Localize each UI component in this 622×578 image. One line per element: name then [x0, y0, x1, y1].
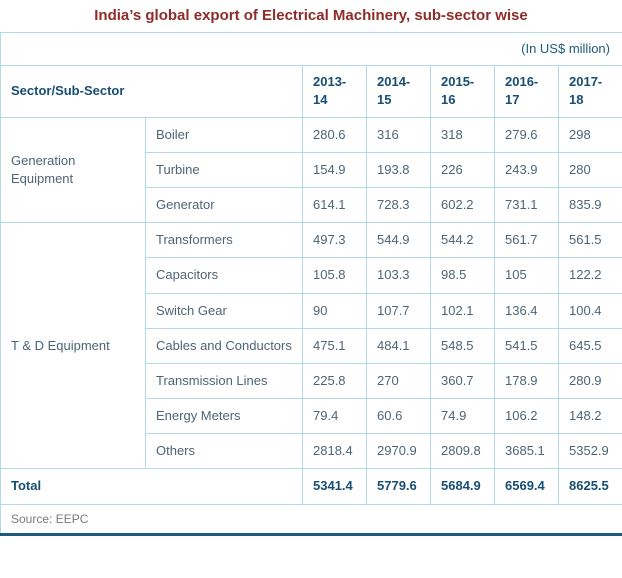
- total-value-cell: 6569.4: [494, 468, 559, 505]
- value-cell: 2809.8: [430, 433, 495, 470]
- value-cell: 360.7: [430, 362, 495, 400]
- value-cell: 102.1: [430, 292, 495, 329]
- value-cell: 541.5: [494, 327, 559, 364]
- table-row: Generation Equipment Boiler 280.6 316 31…: [0, 116, 622, 224]
- value-cell: 280: [558, 151, 622, 188]
- value-cell: 731.1: [494, 186, 559, 224]
- value-cell: 122.2: [558, 257, 622, 294]
- value-cell: 107.7: [366, 292, 431, 329]
- value-cell: 316: [366, 116, 431, 153]
- value-cell: 136.4: [494, 292, 559, 329]
- value-cell: 90: [302, 292, 367, 329]
- value-cell: 106.2: [494, 398, 559, 435]
- export-report: India’s global export of Electrical Mach…: [0, 7, 622, 537]
- value-cell: 105.8: [302, 257, 367, 294]
- subsector-cell: Cables and Conductors: [145, 327, 303, 364]
- value-cell: 226: [430, 151, 495, 188]
- value-cell: 484.1: [366, 327, 431, 364]
- value-cell: 5352.9: [558, 433, 622, 470]
- sector-cell: T & D Equipment: [0, 222, 146, 470]
- source-row: Source: EEPC: [0, 503, 622, 537]
- total-label: Total: [0, 468, 303, 505]
- value-cell: 2818.4: [302, 433, 367, 470]
- col-header-year: 2017-18: [558, 65, 622, 118]
- value-cell: 3685.1: [494, 433, 559, 470]
- subsector-cell: Energy Meters: [145, 398, 303, 435]
- subsector-cell: Generator: [145, 186, 303, 224]
- col-header-year: 2013-14: [302, 65, 367, 118]
- value-cell: 835.9: [558, 186, 622, 224]
- value-cell: 225.8: [302, 362, 367, 400]
- value-cell: 614.1: [302, 186, 367, 224]
- value-cell: 561.7: [494, 222, 559, 259]
- col-header-year: 2016-17: [494, 65, 559, 118]
- value-cell: 280.6: [302, 116, 367, 153]
- subsector-cell: Capacitors: [145, 257, 303, 294]
- table-row: Transmission Lines 225.8 270 360.7 178.9…: [1, 362, 622, 400]
- value-cell: 243.9: [494, 151, 559, 188]
- value-cell: 318: [430, 116, 495, 153]
- value-cell: 2970.9: [366, 433, 431, 470]
- total-row: Total 5341.4 5779.6 5684.9 6569.4 8625.5: [0, 468, 622, 505]
- value-cell: 154.9: [302, 151, 367, 188]
- value-cell: 548.5: [430, 327, 495, 364]
- value-cell: 544.9: [366, 222, 431, 259]
- value-cell: 105: [494, 257, 559, 294]
- total-value-cell: 8625.5: [558, 468, 622, 505]
- value-cell: 148.2: [558, 398, 622, 435]
- value-cell: 544.2: [430, 222, 495, 259]
- subsector-cell: Transmission Lines: [145, 362, 303, 400]
- total-value-cell: 5779.6: [366, 468, 431, 505]
- value-cell: 178.9: [494, 362, 559, 400]
- value-cell: 280.9: [558, 362, 622, 400]
- unit-note: (In US$ million): [0, 31, 622, 67]
- col-header-year: 2014-15: [366, 65, 431, 118]
- value-cell: 79.4: [302, 398, 367, 435]
- subsector-cell: Turbine: [145, 151, 303, 188]
- value-cell: 98.5: [430, 257, 495, 294]
- table-row: T & D Equipment Transformers 497.3 544.9…: [0, 222, 622, 470]
- total-value-cell: 5684.9: [430, 468, 495, 505]
- sector-cell: Generation Equipment: [0, 116, 146, 224]
- value-cell: 475.1: [302, 327, 367, 364]
- value-cell: 270: [366, 362, 431, 400]
- total-value-cell: 5341.4: [302, 468, 367, 505]
- table-row: Turbine 154.9 193.8 226 243.9 280: [1, 151, 622, 188]
- value-cell: 279.6: [494, 116, 559, 153]
- export-table: (In US$ million) Sector/Sub-Sector 2013-…: [0, 31, 622, 537]
- value-cell: 60.6: [366, 398, 431, 435]
- subsector-cell: Others: [145, 433, 303, 470]
- value-cell: 728.3: [366, 186, 431, 224]
- subsector-cell: Boiler: [145, 116, 303, 153]
- value-cell: 645.5: [558, 327, 622, 364]
- col-header-year: 2015-16: [430, 65, 495, 118]
- value-cell: 298: [558, 116, 622, 153]
- source-note: Source: EEPC: [0, 503, 622, 537]
- subsector-cell: Switch Gear: [145, 292, 303, 329]
- unit-row: (In US$ million): [0, 31, 622, 67]
- table-row: Cables and Conductors 475.1 484.1 548.5 …: [1, 327, 622, 364]
- table-row: Switch Gear 90 107.7 102.1 136.4 100.4: [1, 292, 622, 329]
- value-cell: 74.9: [430, 398, 495, 435]
- subsector-cell: Transformers: [145, 222, 303, 259]
- value-cell: 100.4: [558, 292, 622, 329]
- table-row: Capacitors 105.8 103.3 98.5 105 122.2: [1, 257, 622, 294]
- table-row: Others 2818.4 2970.9 2809.8 3685.1 5352.…: [1, 433, 622, 470]
- value-cell: 602.2: [430, 186, 495, 224]
- value-cell: 497.3: [302, 222, 367, 259]
- value-cell: 561.5: [558, 222, 622, 259]
- page-title: India’s global export of Electrical Mach…: [94, 7, 528, 24]
- col-header-sector: Sector/Sub-Sector: [0, 65, 303, 118]
- value-cell: 193.8: [366, 151, 431, 188]
- value-cell: 103.3: [366, 257, 431, 294]
- header-row: Sector/Sub-Sector 2013-14 2014-15 2015-1…: [0, 65, 622, 118]
- table-row: Generator 614.1 728.3 602.2 731.1 835.9: [1, 186, 622, 224]
